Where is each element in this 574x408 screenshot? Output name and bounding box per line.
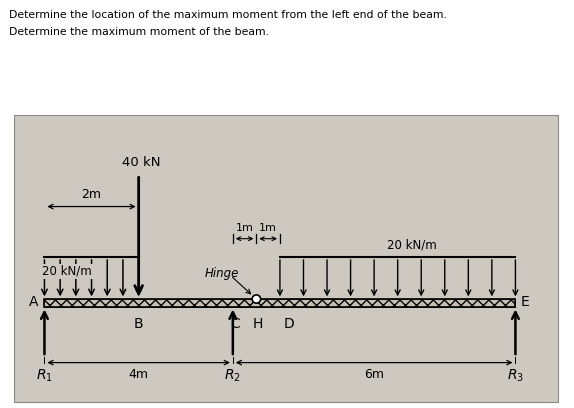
Text: 2m: 2m <box>82 188 102 201</box>
Text: B: B <box>134 317 144 331</box>
Text: A: A <box>29 295 39 310</box>
Text: 40 kN: 40 kN <box>122 156 160 169</box>
Text: 4m: 4m <box>129 368 149 381</box>
Bar <box>44 299 515 307</box>
Text: $R_2$: $R_2$ <box>224 367 241 384</box>
Text: 1m: 1m <box>236 223 254 233</box>
Text: 20 kN/m: 20 kN/m <box>387 239 437 251</box>
Text: H: H <box>252 317 262 331</box>
Text: $R_1$: $R_1$ <box>36 367 53 384</box>
Bar <box>44 299 515 307</box>
Text: Hinge: Hinge <box>204 266 239 279</box>
Text: Determine the maximum moment of the beam.: Determine the maximum moment of the beam… <box>9 27 269 37</box>
Text: E: E <box>521 295 530 310</box>
Circle shape <box>252 295 261 303</box>
Text: $R_3$: $R_3$ <box>507 367 524 384</box>
Text: Determine the location of the maximum moment from the left end of the beam.: Determine the location of the maximum mo… <box>9 10 447 20</box>
Text: D: D <box>284 317 294 331</box>
Text: 20 kN/m: 20 kN/m <box>42 265 92 278</box>
Text: 6m: 6m <box>364 368 384 381</box>
Text: C: C <box>230 317 239 331</box>
Text: 1m: 1m <box>259 223 277 233</box>
